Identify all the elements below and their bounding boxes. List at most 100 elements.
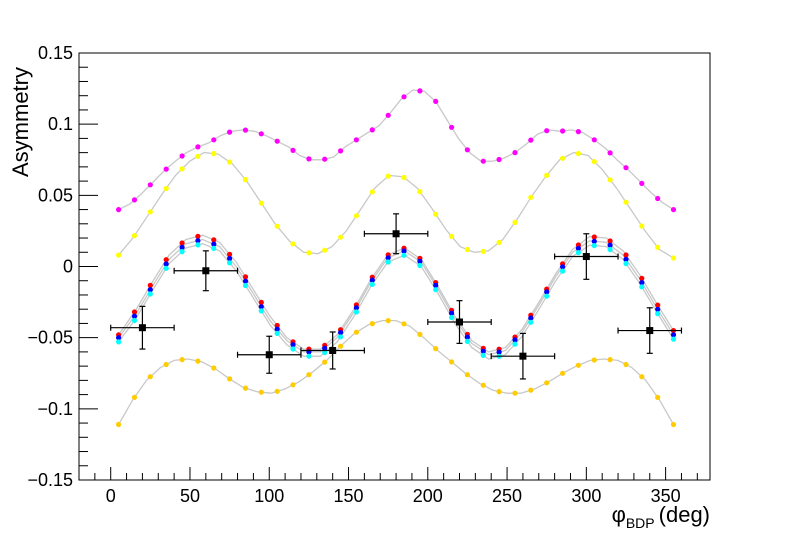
y-tick-label: 0 — [63, 257, 73, 277]
model-point — [655, 244, 661, 250]
model-point — [639, 180, 645, 186]
model-point — [227, 376, 233, 382]
model-point — [116, 207, 122, 213]
model-point — [464, 147, 470, 153]
model-point — [464, 372, 470, 378]
model-point — [338, 334, 344, 340]
model-point — [338, 234, 344, 240]
model-point — [179, 166, 185, 172]
model-point — [401, 248, 407, 254]
model-point — [544, 289, 550, 295]
y-tick-label: 0.15 — [38, 43, 73, 63]
model-point — [242, 282, 249, 289]
data-point — [490, 332, 556, 380]
model-point — [179, 244, 185, 250]
model-point — [290, 241, 296, 247]
model-point — [369, 127, 375, 133]
model-point — [639, 223, 645, 229]
model-point — [211, 237, 217, 243]
data-point — [427, 300, 492, 344]
model-point — [227, 129, 233, 135]
model-point — [131, 309, 138, 315]
model-point — [623, 199, 629, 205]
model-point — [449, 314, 455, 321]
model-point — [528, 194, 534, 200]
model-point — [274, 388, 280, 394]
model-point — [353, 305, 359, 311]
model-point — [322, 156, 328, 162]
model-curves — [118, 89, 675, 425]
model-point — [449, 124, 455, 130]
model-point — [227, 255, 233, 262]
model-point — [464, 338, 470, 344]
model-point — [528, 387, 534, 393]
data-marker — [265, 351, 273, 359]
model-point — [179, 249, 185, 255]
model-point — [401, 321, 407, 327]
model-point — [163, 257, 169, 263]
x-tick-label: 50 — [180, 486, 200, 506]
model-point — [528, 137, 534, 143]
model-point — [575, 129, 582, 135]
model-points — [116, 88, 677, 428]
model-point — [433, 98, 439, 104]
model-point — [639, 280, 645, 286]
model-point — [211, 151, 217, 157]
model-point — [433, 346, 439, 352]
model-point — [258, 200, 264, 206]
model-point — [512, 341, 518, 347]
model-point — [670, 421, 677, 428]
model-curve — [118, 89, 674, 211]
model-point — [591, 238, 597, 244]
model-point — [417, 258, 423, 264]
data-marker — [582, 253, 590, 261]
x-axis-label-unit: (deg) — [659, 502, 710, 527]
model-point — [433, 287, 439, 293]
model-point — [227, 159, 233, 165]
model-point — [449, 310, 455, 316]
model-point — [401, 174, 407, 181]
model-point — [242, 278, 249, 284]
model-point — [290, 342, 296, 348]
x-tick-label: 0 — [106, 486, 116, 506]
model-point — [227, 251, 233, 257]
model-point — [670, 332, 677, 338]
x-tick-label: 350 — [651, 486, 681, 506]
model-point — [116, 335, 122, 341]
model-point — [433, 282, 439, 288]
model-point — [163, 361, 169, 368]
model-point — [464, 334, 470, 340]
model-point — [385, 255, 391, 261]
model-point — [655, 306, 661, 312]
model-point — [274, 322, 280, 329]
model-point — [179, 357, 185, 363]
model-point — [385, 318, 391, 324]
model-point — [306, 156, 312, 162]
model-point — [496, 156, 502, 163]
measured-data-points — [110, 213, 683, 380]
model-point — [242, 177, 249, 183]
model-point — [147, 287, 153, 293]
model-point — [560, 370, 566, 376]
model-point — [353, 137, 359, 143]
model-point — [623, 260, 629, 267]
model-point — [385, 112, 391, 118]
model-curve — [118, 243, 675, 360]
model-point — [480, 248, 486, 254]
x-axis-label: φBDP (deg) — [612, 502, 710, 531]
model-point — [147, 374, 153, 380]
model-point — [211, 241, 217, 247]
model-point — [227, 260, 233, 266]
model-point — [322, 359, 328, 365]
model-point — [607, 246, 613, 253]
model-point — [353, 329, 359, 335]
model-point — [528, 315, 534, 321]
model-point — [591, 243, 597, 249]
model-point — [512, 337, 518, 343]
data-point — [554, 233, 619, 280]
x-axis-label-symbol: φ — [612, 502, 626, 527]
model-point — [179, 153, 185, 159]
model-point — [560, 264, 566, 270]
model-point — [417, 331, 423, 337]
model-point — [528, 319, 534, 325]
